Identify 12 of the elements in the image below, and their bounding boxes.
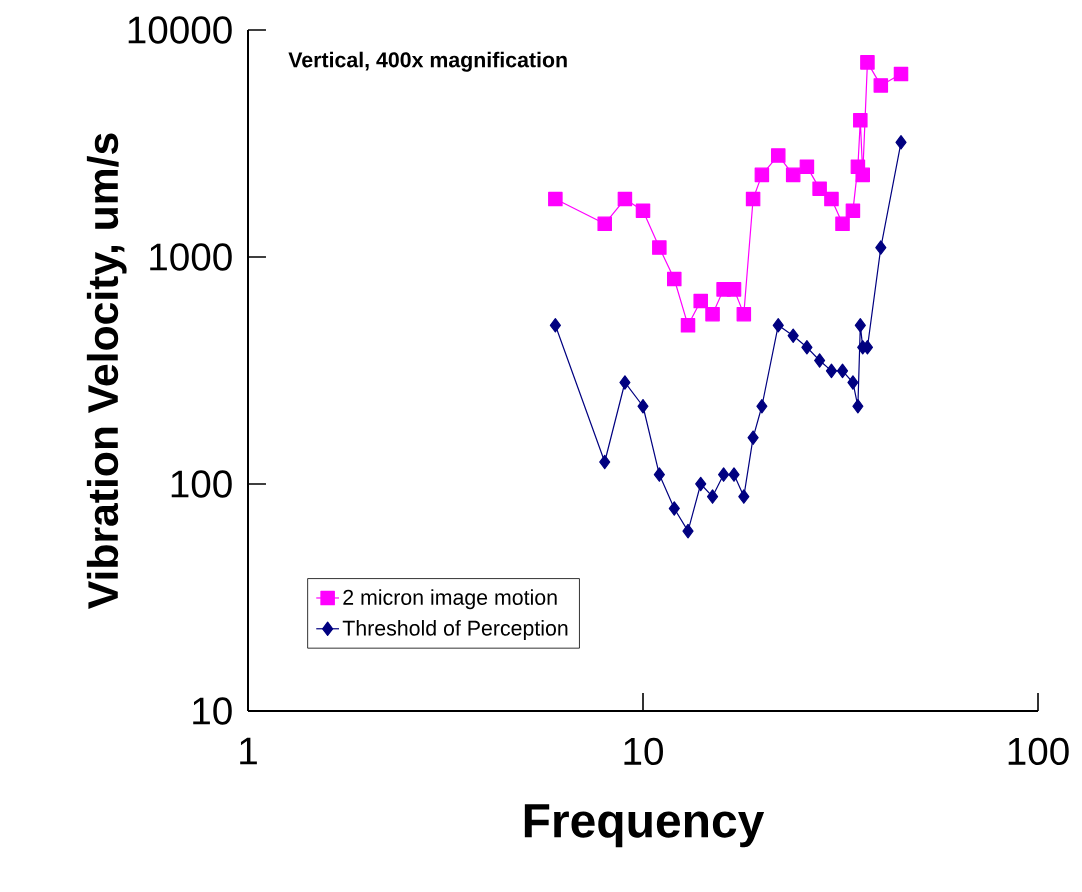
y-axis-title: Vibration Velocity, um/s [86,133,127,609]
x-axis-title: Frequency [524,804,765,848]
legend-label: 2 micron image motion [343,589,557,610]
y-tick-label: 100 [171,470,232,498]
legend-label: Threshold of Perception [342,620,568,640]
y-tick-label: 10 [193,697,232,725]
x-tick-label: 100 [1008,737,1069,766]
x-tick-label: 1 [240,737,257,765]
y-tick-label: 1000 [150,243,232,271]
x-tick-label: 10 [624,737,663,766]
text: Vertical, 400x magnification [288,51,567,72]
y-tick-label: 10000 [128,16,232,44]
